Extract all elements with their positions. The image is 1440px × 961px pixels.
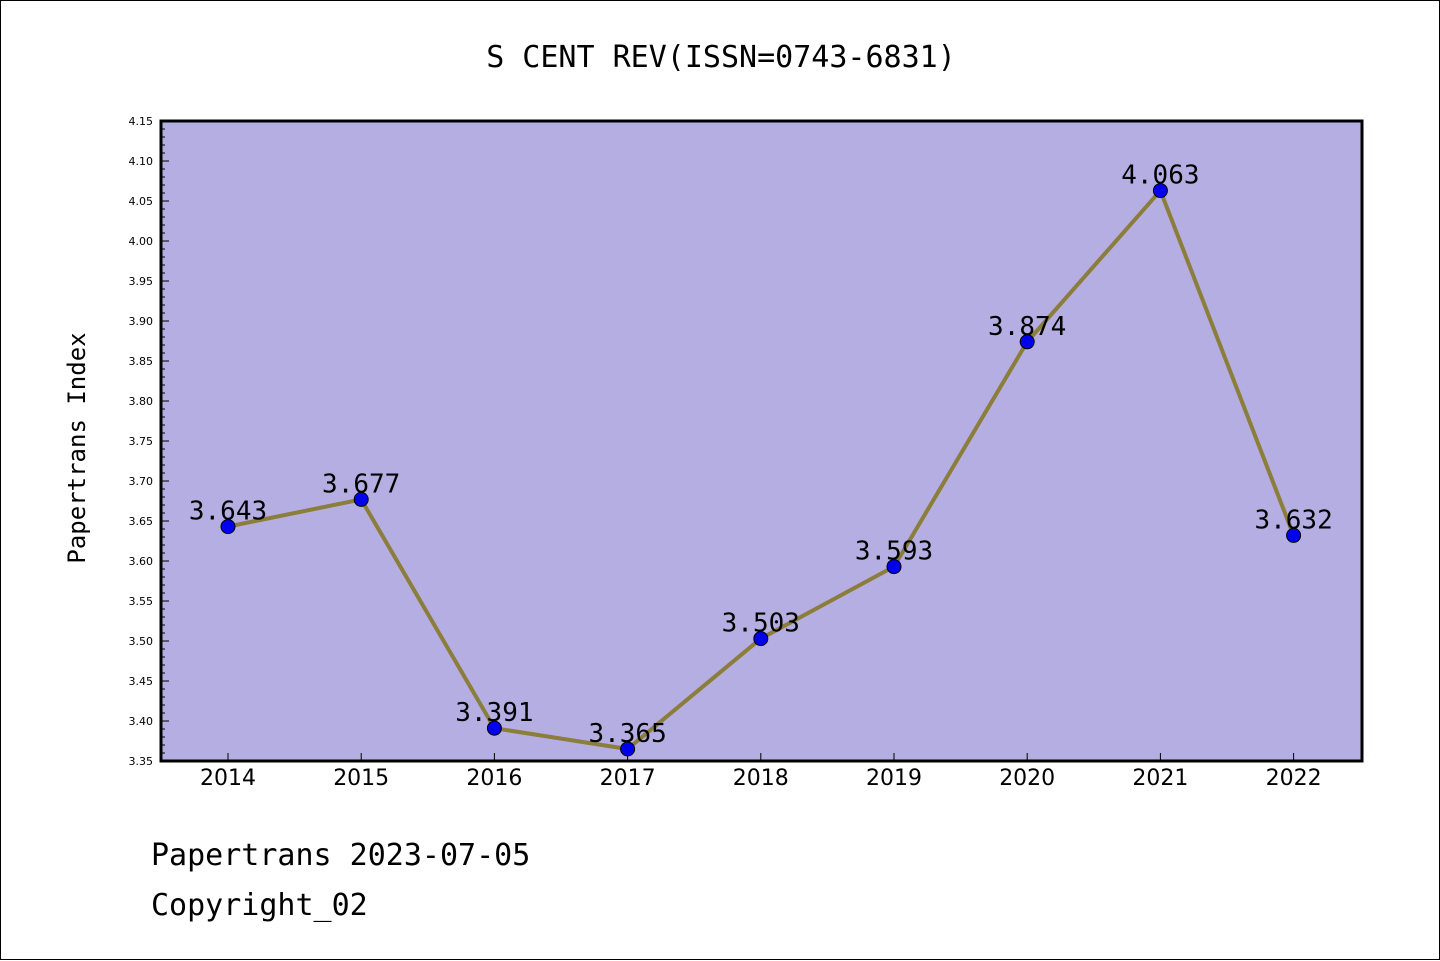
data-point xyxy=(620,741,636,757)
data-label: 3.391 xyxy=(455,698,533,728)
data-point xyxy=(753,631,769,647)
y-tick-label: 4.00 xyxy=(129,235,154,248)
x-tick-label: 2015 xyxy=(333,766,389,791)
x-axis-ticks: 2014 2015 2016 2017 2018 2019 2020 2021 2022 xyxy=(200,753,1322,791)
data-point xyxy=(353,491,369,507)
y-tick-label: 3.65 xyxy=(129,515,154,528)
data-markers xyxy=(220,183,1302,757)
data-point xyxy=(886,559,902,575)
x-tick-label: 2016 xyxy=(466,766,522,791)
x-tick-label: 2022 xyxy=(1266,766,1322,791)
data-point xyxy=(220,519,236,535)
data-label: 3.503 xyxy=(722,609,800,639)
data-label: 3.593 xyxy=(855,537,933,567)
footer-date: Papertrans 2023-07-05 xyxy=(151,838,530,873)
data-point xyxy=(1286,527,1302,543)
data-label: 3.677 xyxy=(322,469,400,499)
data-point xyxy=(1152,183,1168,199)
x-tick-label: 2019 xyxy=(866,766,922,791)
y-axis-ticks: 3.35 3.40 3.45 3.50 3.55 3.60 3.65 3.70 3.75 3.80… xyxy=(129,115,169,768)
x-tick-label: 2018 xyxy=(733,766,789,791)
footer-copyright: Copyright_02 xyxy=(151,888,368,923)
y-tick-label: 4.10 xyxy=(129,155,154,168)
y-tick-label: 3.75 xyxy=(129,435,154,448)
data-label: 4.063 xyxy=(1121,161,1199,191)
y-axis-label: Papertrans Index xyxy=(63,332,91,563)
data-label: 3.365 xyxy=(588,719,666,749)
x-tick-label: 2021 xyxy=(1132,766,1188,791)
y-tick-label: 3.80 xyxy=(129,395,154,408)
y-tick-label: 3.95 xyxy=(129,275,154,288)
data-labels: 3.643 3.677 3.391 3.365 3.503 3.593 3.874 4.063… xyxy=(189,161,1333,749)
y-tick-label: 3.60 xyxy=(129,555,154,568)
data-label: 3.874 xyxy=(988,312,1066,342)
y-tick-label: 3.50 xyxy=(129,635,154,648)
data-label: 3.643 xyxy=(189,497,267,527)
x-tick-label: 2017 xyxy=(600,766,656,791)
y-tick-label: 3.45 xyxy=(129,675,154,688)
y-tick-label: 3.40 xyxy=(129,715,154,728)
y-tick-label: 3.35 xyxy=(129,755,154,768)
data-label: 3.632 xyxy=(1254,505,1332,535)
y-tick-label: 4.05 xyxy=(129,195,154,208)
y-tick-label: 4.15 xyxy=(129,115,154,128)
chart-title: S CENT REV(ISSN=0743-6831) xyxy=(486,40,956,75)
y-tick-label: 3.90 xyxy=(129,315,154,328)
plot-area xyxy=(159,119,1364,763)
y-tick-label: 3.85 xyxy=(129,355,154,368)
y-tick-label: 3.70 xyxy=(129,475,154,488)
data-point xyxy=(1019,334,1035,350)
x-tick-label: 2020 xyxy=(999,766,1055,791)
y-tick-label: 3.55 xyxy=(129,595,154,608)
x-tick-label: 2014 xyxy=(200,766,256,791)
data-point xyxy=(486,720,502,736)
